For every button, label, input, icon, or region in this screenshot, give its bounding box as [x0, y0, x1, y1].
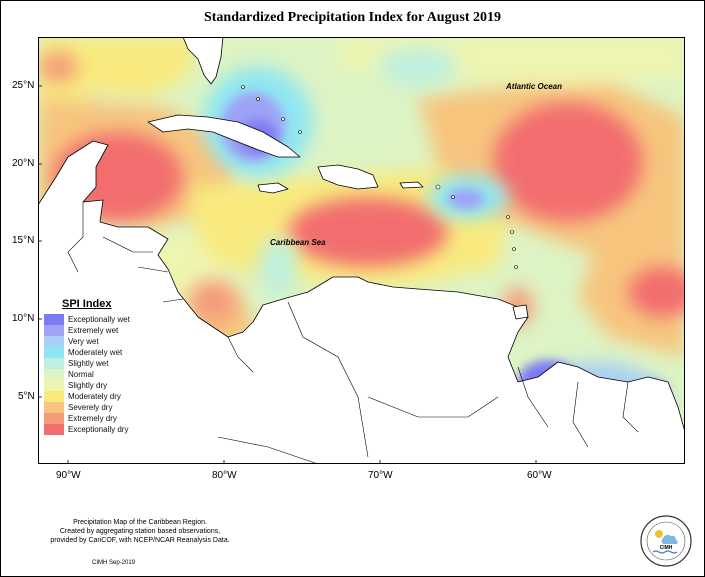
legend-item: Exceptionally dry	[44, 424, 130, 435]
spi-core-dry-panama	[188, 280, 238, 324]
logo-cloud-icon	[661, 534, 678, 544]
spi-map: Atlantic Ocean Caribbean Sea	[38, 37, 685, 464]
logo-text: CIMH	[660, 545, 673, 551]
island-bahamas-2	[256, 97, 260, 101]
legend-item: Moderately dry	[44, 391, 130, 402]
border-suriname	[572, 381, 589, 448]
credit-line-3: provided by CariCOF, with NCEP/NCAR Rean…	[50, 537, 230, 544]
label-atlantic-ocean: Atlantic Ocean	[505, 82, 562, 91]
land-trinidad	[512, 304, 529, 320]
legend-swatch	[44, 336, 64, 347]
land-jamaica	[257, 182, 289, 194]
map-border	[38, 37, 685, 464]
legend-swatch	[44, 380, 64, 391]
border-colombia-ecuador	[217, 436, 319, 464]
border-honduras	[102, 236, 153, 253]
legend-item: Exceptionally wet	[44, 314, 130, 325]
legend-label: Moderately wet	[68, 348, 123, 357]
legend-swatch	[44, 391, 64, 402]
legend-rows: Exceptionally wet Extremely wet Very wet Mo…	[44, 314, 130, 435]
land-cuba	[147, 114, 301, 158]
spi-core-dry-atlantic	[493, 102, 643, 222]
legend-swatch	[44, 347, 64, 358]
legend-title: SPI Index	[62, 298, 112, 310]
border-nicaragua	[137, 266, 169, 273]
legend-label: Very wet	[68, 337, 99, 346]
legend-item: Normal	[44, 369, 130, 380]
legend-label: Exceptionally dry	[68, 425, 129, 434]
spi-core-dry-florida	[38, 52, 78, 82]
spi-zone-dry-north	[38, 37, 198, 107]
legend-item: Moderately wet	[44, 347, 130, 358]
logo-sun-icon	[655, 530, 663, 538]
lat-label-5: 5°N	[18, 391, 35, 402]
legend-label: Slightly dry	[68, 381, 108, 390]
legend-swatch	[44, 402, 64, 413]
border-costa-rica	[162, 298, 184, 303]
legend-label: Extremely wet	[68, 326, 119, 335]
border-mexico-guatemala	[67, 202, 84, 273]
border-venezuela-brazil	[367, 396, 499, 418]
lon-label-60: 60°W	[527, 470, 552, 481]
legend-item: Very wet	[44, 336, 130, 347]
island-lesser-antilles-2	[451, 195, 455, 199]
legend-label: Exceptionally wet	[68, 315, 130, 324]
lat-label-20: 20°N	[12, 158, 35, 169]
lat-label-10: 10°N	[12, 313, 35, 324]
lat-label-25: 25°N	[12, 80, 35, 91]
island-lesser-antilles-1	[435, 184, 441, 190]
border-panama-colombia	[227, 336, 254, 373]
border-french-guiana	[622, 381, 639, 433]
legend-item: Slightly dry	[44, 380, 130, 391]
legend-item: Slightly wet	[44, 358, 130, 369]
legend-item: Extremely dry	[44, 413, 130, 424]
legend-label: Severely dry	[68, 403, 113, 412]
credit-date: CIMH Sep-2019	[92, 560, 136, 566]
logo-wave-icon	[652, 550, 678, 554]
border-colombia-venezuela	[287, 301, 369, 458]
lon-label-70: 70°W	[368, 470, 393, 481]
border-guyana	[517, 366, 549, 428]
spi-core-wet-sw	[258, 237, 298, 297]
map-title: Standardized Precipitation Index for Aug…	[203, 10, 501, 25]
legend-swatch	[44, 314, 64, 325]
island-lesser-antilles-6	[514, 265, 518, 269]
island-bahamas-1	[241, 85, 245, 89]
legend-swatch	[44, 358, 64, 369]
legend-label: Extremely dry	[68, 414, 117, 423]
spi-legend: SPI Index Exceptionally wet Extremely wet…	[44, 298, 130, 435]
land-puerto-rico	[399, 181, 424, 189]
credit-text: Precipitation Map of the Caribbean Regio…	[30, 518, 250, 545]
credit-line-1: Precipitation Map of the Caribbean Regio…	[73, 519, 207, 526]
credit-line-2: Created by aggregating station based obs…	[59, 528, 221, 535]
label-caribbean-sea: Caribbean Sea	[270, 238, 326, 247]
legend-item: Severely dry	[44, 402, 130, 413]
legend-label: Normal	[68, 370, 94, 379]
island-lesser-antilles-4	[510, 230, 514, 234]
lat-label-15: 15°N	[12, 235, 35, 246]
spi-core-dry-east	[628, 267, 685, 317]
island-bahamas-4	[298, 130, 302, 134]
land-florida	[182, 37, 224, 85]
legend-item: Extremely wet	[44, 325, 130, 336]
land-hispaniola	[317, 164, 379, 190]
spi-core-dry-caribbean	[288, 197, 448, 267]
spi-core-wet-pr-inner	[448, 189, 484, 209]
lon-label-90: 90°W	[56, 470, 81, 481]
cimh-logo: CIMH	[640, 515, 692, 567]
island-lesser-antilles-3	[506, 215, 510, 219]
legend-label: Moderately dry	[68, 392, 121, 401]
legend-label: Slightly wet	[68, 359, 109, 368]
legend-swatch	[44, 369, 64, 380]
legend-swatch	[44, 413, 64, 424]
spi-core-wet-ne	[378, 47, 458, 87]
legend-swatch	[44, 325, 64, 336]
island-lesser-antilles-5	[512, 247, 516, 251]
island-bahamas-3	[281, 117, 285, 121]
legend-swatch	[44, 424, 64, 435]
lon-label-80: 80°W	[212, 470, 237, 481]
